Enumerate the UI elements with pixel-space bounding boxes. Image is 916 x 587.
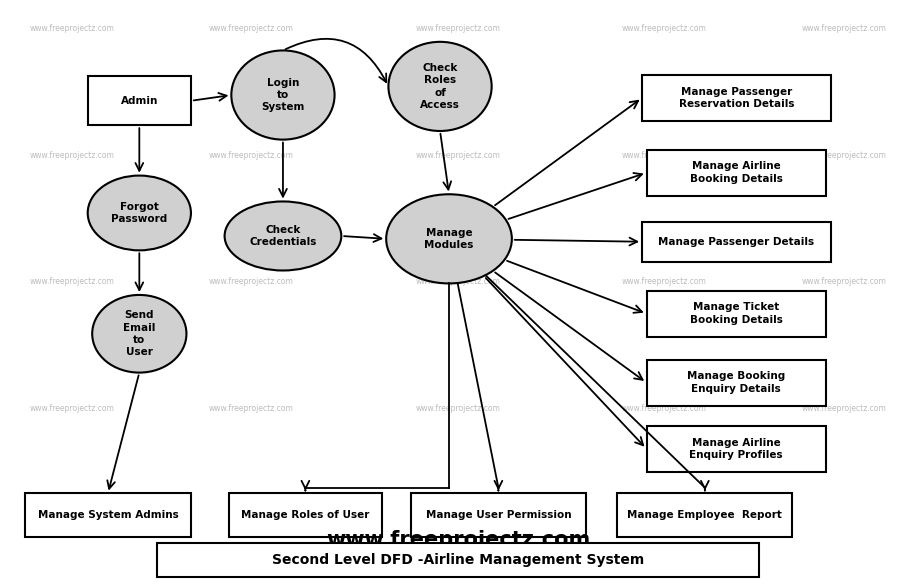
Text: Check
Roles
of
Access: Check Roles of Access <box>420 63 460 110</box>
FancyBboxPatch shape <box>647 360 826 406</box>
Ellipse shape <box>387 194 512 284</box>
Text: www.freeprojectz.com: www.freeprojectz.com <box>209 404 294 413</box>
Text: Manage Passenger
Reservation Details: Manage Passenger Reservation Details <box>679 87 794 109</box>
Text: Manage User Permission: Manage User Permission <box>426 510 572 520</box>
Text: www.freeprojectz.com: www.freeprojectz.com <box>802 25 887 33</box>
Text: www.freeprojectz.com: www.freeprojectz.com <box>29 278 114 286</box>
FancyBboxPatch shape <box>617 494 792 537</box>
Text: www.freeprojectz.com: www.freeprojectz.com <box>416 151 500 160</box>
Ellipse shape <box>232 50 334 140</box>
Text: Manage
Modules: Manage Modules <box>424 228 474 250</box>
Text: Forgot
Password: Forgot Password <box>111 202 168 224</box>
Text: www.freeprojectz.com: www.freeprojectz.com <box>416 278 500 286</box>
FancyBboxPatch shape <box>411 494 586 537</box>
Text: www.freeprojectz.com: www.freeprojectz.com <box>416 404 500 413</box>
Text: Manage Passenger Details: Manage Passenger Details <box>659 237 814 247</box>
FancyBboxPatch shape <box>229 494 382 537</box>
FancyBboxPatch shape <box>88 76 191 125</box>
Text: www.freeprojectz.com: www.freeprojectz.com <box>326 529 590 549</box>
Text: Second Level DFD -Airline Management System: Second Level DFD -Airline Management Sys… <box>272 553 644 567</box>
Text: www.freeprojectz.com: www.freeprojectz.com <box>622 404 707 413</box>
FancyBboxPatch shape <box>642 75 831 121</box>
Text: www.freeprojectz.com: www.freeprojectz.com <box>802 278 887 286</box>
Ellipse shape <box>224 201 342 271</box>
Text: www.freeprojectz.com: www.freeprojectz.com <box>802 151 887 160</box>
Text: www.freeprojectz.com: www.freeprojectz.com <box>29 404 114 413</box>
Text: Login
to
System: Login to System <box>261 77 305 113</box>
Text: Manage Ticket
Booking Details: Manage Ticket Booking Details <box>690 302 782 325</box>
Text: www.freeprojectz.com: www.freeprojectz.com <box>29 25 114 33</box>
Text: Admin: Admin <box>121 96 158 106</box>
Text: www.freeprojectz.com: www.freeprojectz.com <box>29 151 114 160</box>
Text: www.freeprojectz.com: www.freeprojectz.com <box>622 278 707 286</box>
Text: Manage Roles of User: Manage Roles of User <box>241 510 369 520</box>
FancyBboxPatch shape <box>25 494 191 537</box>
Text: www.freeprojectz.com: www.freeprojectz.com <box>209 151 294 160</box>
Text: Manage Airline
Enquiry Profiles: Manage Airline Enquiry Profiles <box>690 438 783 460</box>
Text: www.freeprojectz.com: www.freeprojectz.com <box>209 25 294 33</box>
Text: Manage Airline
Booking Details: Manage Airline Booking Details <box>690 161 782 184</box>
FancyBboxPatch shape <box>158 543 758 576</box>
FancyBboxPatch shape <box>642 221 831 262</box>
Text: www.freeprojectz.com: www.freeprojectz.com <box>802 404 887 413</box>
Text: www.freeprojectz.com: www.freeprojectz.com <box>209 278 294 286</box>
Text: Manage System Admins: Manage System Admins <box>38 510 179 520</box>
Text: Manage Employee  Report: Manage Employee Report <box>627 510 782 520</box>
Text: Manage Booking
Enquiry Details: Manage Booking Enquiry Details <box>687 372 785 394</box>
FancyBboxPatch shape <box>647 426 826 472</box>
Text: www.freeprojectz.com: www.freeprojectz.com <box>416 25 500 33</box>
Ellipse shape <box>93 295 187 373</box>
Text: www.freeprojectz.com: www.freeprojectz.com <box>622 151 707 160</box>
Text: Send
Email
to
User: Send Email to User <box>123 310 156 357</box>
FancyBboxPatch shape <box>647 291 826 336</box>
Text: Check
Credentials: Check Credentials <box>249 225 317 247</box>
Ellipse shape <box>388 42 492 131</box>
Text: www.freeprojectz.com: www.freeprojectz.com <box>622 25 707 33</box>
FancyBboxPatch shape <box>647 150 826 195</box>
Ellipse shape <box>88 176 191 250</box>
